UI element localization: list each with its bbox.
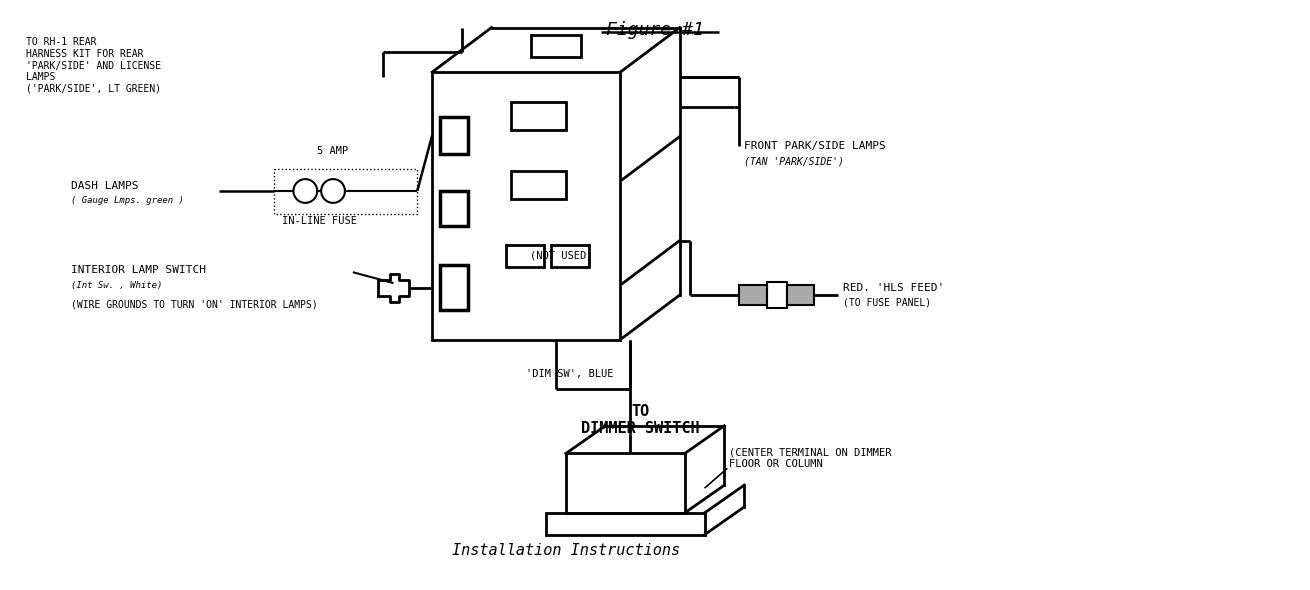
- Text: Installation Instructions: Installation Instructions: [452, 542, 680, 558]
- Text: Figure #1: Figure #1: [607, 21, 703, 38]
- Bar: [440, 191, 468, 225]
- Text: (TO FUSE PANEL): (TO FUSE PANEL): [844, 298, 931, 308]
- Bar: [511, 102, 566, 130]
- Bar: [552, 245, 588, 267]
- Bar: [511, 171, 566, 199]
- Bar: [531, 35, 580, 57]
- Text: ( Gauge Lmps. green ): ( Gauge Lmps. green ): [71, 196, 183, 205]
- Bar: [440, 266, 468, 310]
- Bar: [546, 513, 705, 535]
- Text: TO RH-1 REAR
HARNESS KIT FOR REAR
'PARK/SIDE' AND LICENSE
LAMPS
('PARK/SIDE', LT: TO RH-1 REAR HARNESS KIT FOR REAR 'PARK/…: [26, 37, 161, 94]
- Text: (CENTER TERMINAL ON DIMMER
FLOOR OR COLUMN: (CENTER TERMINAL ON DIMMER FLOOR OR COLU…: [730, 448, 892, 469]
- Bar: [274, 169, 418, 214]
- Text: INTERIOR LAMP SWITCH: INTERIOR LAMP SWITCH: [71, 266, 206, 276]
- Text: (NOT USED): (NOT USED): [529, 250, 592, 260]
- Bar: [766, 282, 787, 308]
- Text: IN-LINE FUSE: IN-LINE FUSE: [282, 216, 356, 226]
- Text: 'DIM SW', BLUE: 'DIM SW', BLUE: [527, 369, 613, 379]
- Text: 5 AMP: 5 AMP: [317, 146, 348, 156]
- Text: (Int Sw. , White): (Int Sw. , White): [71, 281, 162, 290]
- Text: TO
DIMMER SWITCH: TO DIMMER SWITCH: [580, 404, 700, 437]
- Text: DASH LAMPS: DASH LAMPS: [71, 181, 138, 191]
- Bar: [440, 117, 468, 155]
- Bar: [432, 72, 621, 340]
- Bar: [507, 245, 544, 267]
- Bar: [566, 454, 685, 513]
- Bar: [739, 285, 766, 305]
- Text: (TAN 'PARK/SIDE'): (TAN 'PARK/SIDE'): [744, 156, 844, 166]
- Text: (WIRE GROUNDS TO TURN 'ON' INTERIOR LAMPS): (WIRE GROUNDS TO TURN 'ON' INTERIOR LAMP…: [71, 300, 317, 310]
- Text: FRONT PARK/SIDE LAMPS: FRONT PARK/SIDE LAMPS: [744, 142, 886, 152]
- Text: RED. 'HLS FEED': RED. 'HLS FEED': [844, 283, 945, 293]
- Bar: [787, 285, 815, 305]
